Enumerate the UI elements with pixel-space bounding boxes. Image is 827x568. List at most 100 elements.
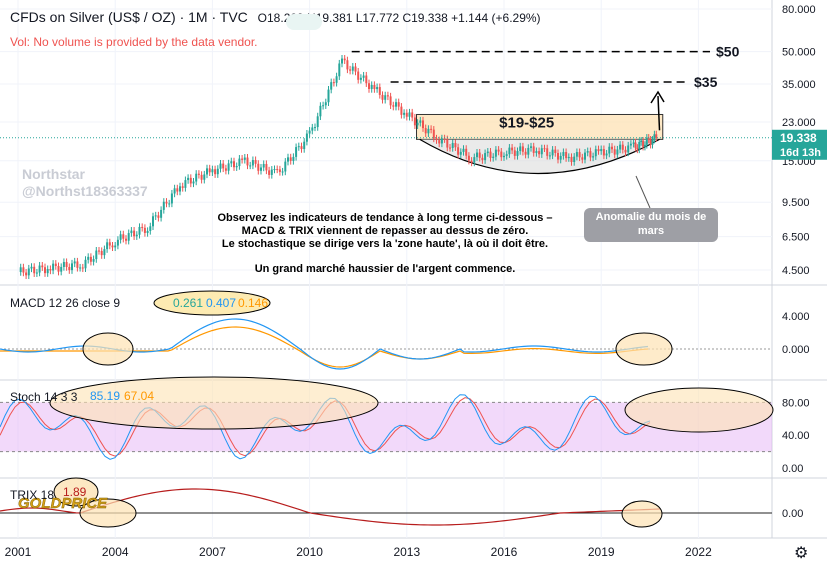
indicator-toggle-pill[interactable]	[286, 14, 322, 30]
macd-tick-0: 0.000	[782, 344, 810, 356]
candle-body	[508, 147, 511, 155]
candle-body	[268, 170, 271, 175]
candle-body	[427, 128, 430, 134]
candle-body	[451, 143, 454, 148]
candle-body	[649, 139, 652, 145]
candle-body	[211, 169, 214, 173]
candle-body	[424, 128, 427, 134]
candle-body	[530, 146, 532, 148]
chart-header: CFDs on Silver (US$ / OZ) · 1M · TVC O18…	[10, 9, 541, 25]
candle-body	[108, 242, 111, 246]
candle-body	[98, 250, 100, 252]
candle-body	[73, 261, 76, 264]
candle-body	[619, 144, 622, 150]
candle-body	[276, 169, 279, 171]
annotation-note: Observez les indicateurs de tendance à l…	[205, 212, 565, 276]
candle-body	[54, 263, 57, 266]
candle-body	[645, 137, 648, 145]
candle-body	[160, 209, 163, 218]
x-tick-2007: 2007	[199, 545, 226, 559]
settings-gear-icon[interactable]: ⚙	[794, 545, 809, 562]
candle-body	[311, 127, 314, 131]
candle-body	[154, 215, 157, 217]
candle-body	[492, 156, 495, 158]
candle-body	[362, 75, 365, 78]
watermark: Northstar @Northst18363337	[22, 166, 148, 200]
candle-body	[257, 163, 260, 171]
macd-value-1: 0.261	[173, 296, 203, 310]
candle-body	[602, 149, 605, 156]
stoch-k-value: 85.19	[90, 389, 120, 403]
candle-body	[332, 82, 335, 84]
candle-body	[122, 234, 125, 239]
candle-body	[357, 71, 360, 80]
stoch-label: Stoch 14 3 3	[10, 390, 78, 404]
candle-body	[589, 151, 592, 158]
candle-body	[181, 186, 184, 188]
stoch-tick-0: 80.00	[782, 397, 810, 409]
candle-body	[408, 112, 411, 117]
price-tick-1: 50.000	[782, 47, 816, 59]
candle-body	[330, 82, 333, 90]
candle-body	[594, 149, 597, 157]
candle-body	[497, 149, 500, 152]
candle-body	[216, 168, 219, 175]
macd-value-2: 0.407	[206, 296, 236, 310]
anomaly-callout: Anomalie du mois de mars	[584, 208, 718, 242]
candle-body	[611, 146, 613, 150]
candle-body	[573, 156, 576, 163]
note-line-3: Le stochastique se dirige vers la 'zone …	[221, 238, 549, 250]
candle-body	[265, 163, 268, 171]
candle-body	[219, 163, 222, 169]
candle-body	[457, 147, 460, 155]
candle-body	[176, 188, 179, 192]
candle-body	[135, 234, 138, 237]
candle-body	[95, 250, 98, 260]
candle-body	[616, 149, 619, 155]
candle-body	[322, 105, 325, 107]
trix-value: 1.89	[63, 485, 87, 499]
stoch-d-value: 67.04	[124, 389, 154, 403]
candle-body	[162, 201, 165, 210]
symbol-title[interactable]: CFDs on Silver (US$ / OZ) · 1M · TVC	[10, 9, 248, 25]
candle-body	[570, 156, 573, 163]
candle-body	[359, 77, 362, 80]
candle-body	[627, 145, 630, 153]
trix-ellipse-left	[79, 498, 137, 528]
candle-body	[316, 116, 319, 128]
candle-body	[422, 120, 424, 129]
candle-body	[397, 102, 400, 107]
watermark-line1: Northstar	[22, 166, 86, 182]
candle-body	[511, 147, 514, 151]
candle-body	[584, 152, 586, 160]
candle-body	[327, 89, 330, 103]
candle-body	[351, 66, 354, 71]
candle-body	[462, 148, 465, 152]
note-line-4: Un grand marché haussier de l'argent com…	[254, 263, 516, 275]
candle-body	[559, 155, 562, 160]
goldprice-logo: GOLDPRICE	[18, 495, 108, 512]
arrow-up	[650, 90, 665, 131]
candle-body	[289, 157, 292, 161]
candle-body	[608, 146, 611, 154]
candle-body	[546, 148, 549, 156]
candle-body	[133, 230, 136, 237]
candle-body	[638, 142, 641, 150]
candle-body	[476, 152, 478, 158]
macd-ellipse-right	[615, 332, 673, 366]
candle-body	[68, 267, 71, 271]
candle-body	[578, 152, 581, 158]
x-tick-2004: 2004	[102, 545, 129, 559]
candle-body	[494, 149, 497, 157]
candle-body	[87, 256, 90, 260]
candle-body	[116, 239, 119, 246]
candle-body	[632, 142, 635, 144]
candle-body	[432, 129, 435, 139]
candle-body	[521, 146, 524, 152]
candle-body	[621, 144, 624, 150]
range-label: $19-$25	[499, 114, 554, 131]
candle-body	[395, 102, 397, 107]
candle-body	[540, 148, 543, 155]
macd-tick-4: 4.000	[782, 311, 810, 323]
candle-body	[65, 261, 68, 268]
